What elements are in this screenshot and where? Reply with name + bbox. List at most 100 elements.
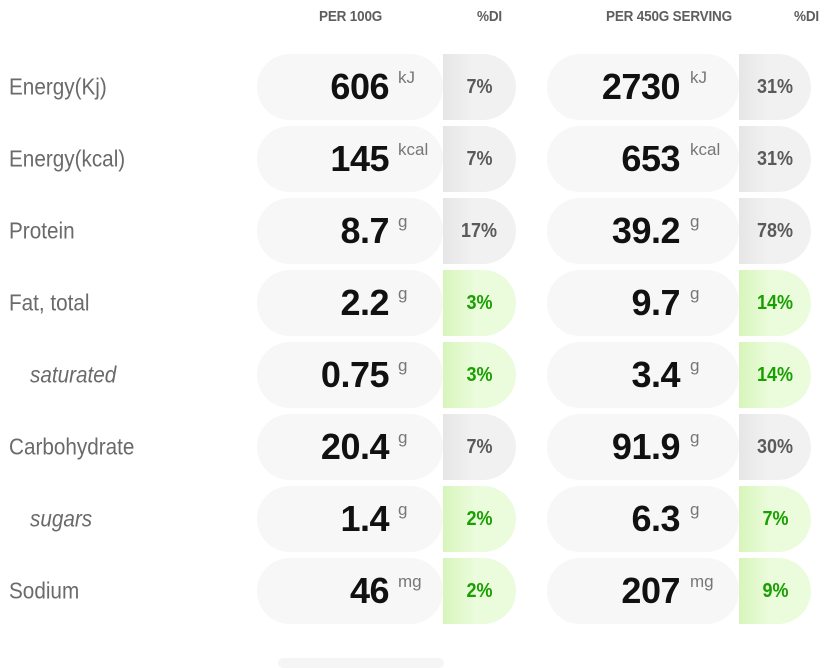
per-serving-unit: kcal [690, 140, 721, 159]
di-100g-cell: 7% [443, 54, 516, 120]
di-100g-cell: 2% [443, 558, 516, 624]
di-serving-cell: 14% [739, 270, 811, 336]
di-serving-value: 14% [756, 363, 794, 386]
di-serving-value: 7% [761, 507, 789, 530]
per-serving-unit: g [690, 500, 700, 519]
per-100g-unit: g [398, 356, 408, 375]
nutrient-label: sugars [30, 505, 93, 532]
nutrient-row: sugars 1.4 g 2% 6.3 g 7% [0, 486, 840, 552]
per-serving-value: 3.4 [631, 354, 680, 395]
per-100g-cell [257, 270, 443, 336]
di-100g-value: 7% [466, 75, 493, 98]
di-100g-cell: 17% [443, 198, 516, 264]
nutrient-row: Energy(kcal) 145 kcal 7% 653 kcal 31% [0, 126, 840, 192]
nutrient-row: Energy(Kj) 606 kJ 7% 2730 kJ 31% [0, 54, 840, 120]
per-serving-unit: g [690, 428, 700, 447]
per-serving-cell [547, 54, 739, 120]
di-serving-value: 31% [756, 75, 794, 98]
per-serving-value: 39.2 [611, 210, 681, 251]
per-100g-unit: g [398, 500, 408, 519]
per-serving-value: 207 [621, 570, 680, 611]
per-100g-value: 46 [349, 570, 390, 611]
per-100g-cell [257, 126, 443, 192]
di-100g-cell: 7% [443, 414, 516, 480]
di-100g-value: 7% [466, 147, 493, 170]
per-serving-unit: kJ [690, 68, 707, 87]
per-serving-cell [547, 198, 739, 264]
header-per-100g: PER 100G [319, 8, 383, 25]
per-100g-cell [257, 414, 443, 480]
per-100g-value: 606 [330, 66, 389, 107]
per-100g-cell [257, 54, 443, 120]
per-100g-cell [257, 558, 443, 624]
per-100g-unit: g [398, 212, 408, 231]
nutrient-row: Protein 8.7 g 17% 39.2 g 78% [0, 198, 840, 264]
nutrient-label: saturated [30, 361, 117, 388]
per-100g-value: 20.4 [320, 426, 390, 467]
di-serving-value: 31% [756, 147, 794, 170]
per-serving-value: 2730 [601, 66, 681, 107]
per-serving-cell [547, 270, 739, 336]
per-100g-cell [257, 342, 443, 408]
per-serving-value: 6.3 [631, 498, 680, 539]
per-100g-value: 2.2 [340, 282, 389, 323]
per-100g-cell [257, 486, 443, 552]
di-serving-cell: 30% [739, 414, 811, 480]
per-100g-unit: g [398, 284, 408, 303]
di-100g-value: 3% [466, 363, 493, 386]
per-serving-unit: mg [690, 572, 714, 591]
di-serving-value: 14% [756, 291, 794, 314]
nutrient-row: Carbohydrate 20.4 g 7% 91.9 g 30% [0, 414, 840, 480]
di-100g-cell: 3% [443, 342, 516, 408]
di-serving-cell: 31% [739, 54, 811, 120]
nutrient-row: saturated 0.75 g 3% 3.4 g 14% [0, 342, 840, 408]
per-serving-value: 9.7 [631, 282, 680, 323]
per-100g-unit: kJ [398, 68, 415, 87]
di-100g-value: 7% [466, 435, 493, 458]
di-serving-value: 78% [756, 219, 794, 242]
per-100g-unit: kcal [398, 140, 429, 159]
header-di-100g: %DI [477, 8, 502, 25]
nutrient-label: Carbohydrate [9, 433, 135, 460]
nutrient-label: Energy(Kj) [9, 73, 107, 100]
di-serving-cell: 14% [739, 342, 811, 408]
per-serving-cell [547, 558, 739, 624]
di-100g-value: 2% [466, 507, 493, 530]
per-100g-unit: g [398, 428, 408, 447]
per-serving-value: 653 [621, 138, 680, 179]
di-serving-cell: 7% [739, 486, 811, 552]
per-100g-value: 8.7 [340, 210, 389, 251]
di-serving-cell: 78% [739, 198, 811, 264]
per-100g-cell [257, 198, 443, 264]
nutrient-row: Sodium 46 mg 2% 207 mg 9% [0, 558, 840, 624]
per-100g-value: 1.4 [340, 498, 389, 539]
per-serving-cell [547, 342, 739, 408]
nutrient-row: Fat, total 2.2 g 3% 9.7 g 14% [0, 270, 840, 336]
per-100g-unit: mg [398, 572, 422, 591]
per-serving-unit: g [690, 284, 700, 303]
nutrient-label: Sodium [9, 577, 80, 604]
di-100g-value: 2% [466, 579, 493, 602]
per-serving-cell [547, 414, 739, 480]
per-serving-cell [547, 126, 739, 192]
di-100g-cell: 3% [443, 270, 516, 336]
header-di-serving: %DI [794, 8, 819, 25]
nutrient-label: Energy(kcal) [9, 145, 126, 172]
di-100g-cell: 2% [443, 486, 516, 552]
header-per-serving: PER 450G SERVING [606, 8, 732, 25]
per-serving-cell [547, 486, 739, 552]
per-serving-unit: g [690, 212, 700, 231]
di-serving-value: 9% [761, 579, 789, 602]
per-serving-value: 91.9 [611, 426, 681, 467]
nutrient-label: Fat, total [9, 289, 90, 316]
di-100g-cell: 7% [443, 126, 516, 192]
per-100g-value: 145 [330, 138, 389, 179]
di-serving-value: 30% [756, 435, 794, 458]
di-100g-value: 17% [461, 219, 498, 242]
per-100g-value: 0.75 [320, 354, 390, 395]
nutrient-label: Protein [9, 217, 75, 244]
next-section-edge [278, 658, 444, 668]
di-serving-cell: 9% [739, 558, 811, 624]
per-serving-unit: g [690, 356, 700, 375]
di-serving-cell: 31% [739, 126, 811, 192]
